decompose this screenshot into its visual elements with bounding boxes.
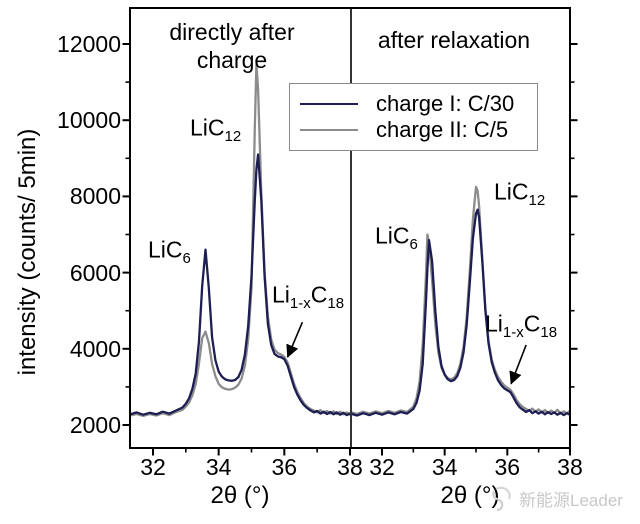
y-tick-label: 8000 <box>69 183 121 210</box>
curve-charge1-panel1 <box>131 153 350 417</box>
legend-row-charge2: charge II: C/5 <box>300 118 531 142</box>
x-axis-label-left: 2θ (°) <box>210 482 270 509</box>
legend-label-charge2: charge II: C/5 <box>376 117 509 143</box>
x-axis-label-right: 2θ (°) <box>440 482 500 509</box>
lic12-label-right: LiC12 <box>494 178 546 209</box>
annotation-arrow <box>509 344 527 385</box>
watermark: 新能源Leader <box>490 485 623 511</box>
curve-charge1-panel2 <box>352 208 569 417</box>
charge1-line-swatch <box>300 102 358 105</box>
charge2-line-swatch <box>300 129 358 132</box>
x-tick-label: 32 <box>140 454 166 480</box>
x-tick-label: 34 <box>205 454 232 480</box>
y-tick-label: 2000 <box>69 412 121 438</box>
swirl-logo-icon <box>492 486 511 511</box>
x-tick-label: 38 <box>337 454 363 480</box>
y-tick-label: 10000 <box>57 107 121 134</box>
x-tick-label: 36 <box>494 454 521 480</box>
legend-label-charge1: charge I: C/30 <box>376 90 515 116</box>
y-axis-label: intensity (counts/ 5min) <box>14 128 41 376</box>
panel-title-left: directly after charge <box>169 19 295 74</box>
panel-title-right: after relaxation <box>377 27 531 53</box>
y-tick-label: 4000 <box>69 335 121 362</box>
x-tick-label: 36 <box>271 454 298 480</box>
lic6-label-right: LiC6 <box>375 222 418 253</box>
x-tick-label: 34 <box>431 454 458 480</box>
legend-row-charge1: charge I: C/30 <box>300 90 531 116</box>
watermark-text: 新能源Leader <box>519 490 623 510</box>
lic12-label-left: LiC12 <box>190 114 242 145</box>
li1xc18-label-right: Li1-xC18 <box>485 310 558 341</box>
annotation-arrow <box>286 321 304 358</box>
x-tick-label: 38 <box>557 454 583 480</box>
lic6-label-left: LiC6 <box>148 236 191 267</box>
li1xc18-label-left: Li1-xC18 <box>272 281 345 312</box>
y-tick-label: 12000 <box>57 31 121 57</box>
legend: charge I: C/30 charge II: C/5 <box>289 83 538 151</box>
curve-charge2-panel2 <box>352 185 569 416</box>
y-tick-label: 6000 <box>69 259 121 286</box>
x-tick-label: 32 <box>369 454 395 480</box>
curve-charge2-panel1 <box>131 63 350 418</box>
